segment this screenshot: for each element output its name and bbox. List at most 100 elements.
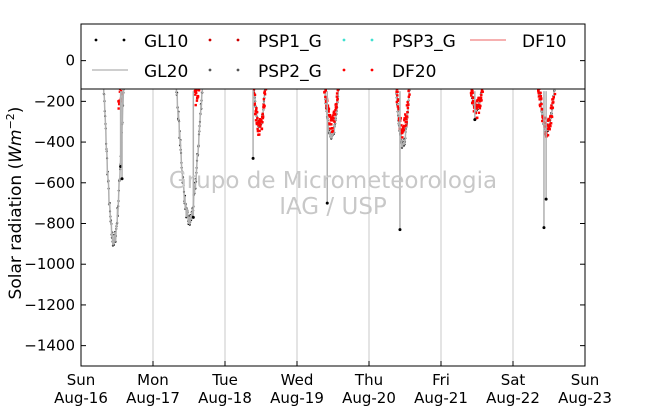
- df20-point: [195, 88, 198, 92]
- y-tick-label: −1200: [24, 296, 75, 314]
- df20-point: [400, 124, 403, 127]
- df20-point: [480, 88, 484, 92]
- df20-point: [261, 121, 264, 124]
- df20-point: [472, 96, 475, 99]
- df20-point: [254, 110, 257, 113]
- df20-point: [543, 132, 547, 136]
- df20-point: [402, 127, 405, 130]
- df20-point: [397, 108, 400, 111]
- df20-point: [404, 113, 407, 116]
- x-tick-label-date: Aug-21: [414, 389, 468, 407]
- df20-point: [253, 102, 256, 105]
- x-tick-label-date: Aug-17: [126, 389, 180, 407]
- df20-point: [255, 110, 259, 114]
- df20-point: [396, 90, 399, 94]
- df20-point: [547, 117, 550, 121]
- df20-point: [263, 90, 267, 93]
- legend-marker: [236, 68, 240, 72]
- legend-marker: [208, 68, 212, 72]
- df20-point: [335, 95, 339, 98]
- df20-point: [548, 123, 552, 126]
- y-axis-label-exponent: −2: [4, 113, 17, 129]
- legend-marker: [370, 68, 374, 72]
- df20-point: [260, 118, 263, 122]
- df20-point: [552, 96, 555, 99]
- df20-point: [257, 124, 261, 127]
- legend-box: [80, 23, 586, 90]
- legend-label: DF20: [392, 62, 437, 82]
- legend-label: PSP1_G: [258, 32, 322, 52]
- df20-point: [334, 108, 337, 112]
- y-axis-label-text: Solar radiation (: [6, 163, 26, 300]
- x-tick-label-day: Sat: [501, 371, 526, 389]
- legend-marker: [122, 38, 126, 42]
- df20-point: [256, 129, 260, 133]
- df20-point: [476, 116, 479, 119]
- legend-label: GL20: [144, 62, 188, 82]
- df20-point: [261, 112, 264, 116]
- df20-point: [469, 91, 473, 95]
- df20-point: [329, 119, 333, 122]
- df20-point: [480, 99, 483, 102]
- legend-label: DF10: [522, 32, 567, 52]
- df20-point: [549, 122, 553, 125]
- df20-point: [537, 90, 540, 93]
- df20-point: [541, 119, 544, 123]
- df20-point: [407, 103, 410, 106]
- legend-marker: [342, 68, 346, 72]
- df20-point: [548, 128, 551, 131]
- legend-label: GL10: [144, 32, 188, 52]
- legend-marker: [208, 38, 212, 42]
- df20-point: [546, 127, 549, 131]
- df20-point: [195, 99, 199, 102]
- df20-point: [327, 107, 331, 111]
- df20-point: [336, 98, 339, 102]
- legend-label: PSP3_G: [392, 32, 456, 52]
- df20-point: [472, 110, 476, 113]
- df20-point: [471, 101, 474, 105]
- gl10-point: [191, 215, 195, 219]
- x-axis: SunAug-16MonAug-17TueAug-18WedAug-19ThuA…: [54, 361, 612, 407]
- x-tick-label-day: Sun: [571, 371, 600, 389]
- x-tick-label-day: Sun: [67, 371, 96, 389]
- x-tick-label-day: Tue: [211, 371, 238, 389]
- df20-point: [195, 91, 198, 95]
- x-tick-label-day: Wed: [281, 371, 314, 389]
- y-axis-label-close: ): [6, 107, 26, 114]
- df20-point: [405, 104, 409, 107]
- df20-point: [407, 89, 410, 93]
- df20-point: [476, 105, 480, 108]
- plot-frame: [80, 23, 586, 367]
- df20-point: [551, 106, 555, 109]
- df20-point: [405, 115, 409, 118]
- x-tick-label-date: Aug-19: [270, 389, 324, 407]
- df20-point: [335, 92, 339, 95]
- legend-marker: [236, 38, 240, 42]
- df20-point: [540, 97, 543, 100]
- df20-point: [324, 89, 327, 92]
- df20-point: [553, 92, 557, 96]
- watermark-line-1: Grupo de Micrometeorologia: [169, 168, 497, 194]
- df20-point: [327, 110, 330, 113]
- df20-point: [537, 92, 540, 95]
- df20-point: [481, 90, 484, 93]
- y-axis-label-unit: Wm: [6, 129, 26, 162]
- df20-point: [331, 119, 335, 122]
- df20-point: [546, 124, 549, 127]
- df20-point: [403, 125, 406, 128]
- gl10-point: [325, 201, 329, 205]
- gl10-point: [544, 197, 548, 201]
- df20-point: [405, 120, 408, 124]
- df20-point: [258, 129, 261, 133]
- df20-point: [254, 112, 257, 116]
- df20-point: [333, 113, 337, 116]
- df20-point: [472, 99, 475, 103]
- df20-point: [255, 106, 258, 110]
- df20-point: [333, 120, 336, 123]
- df20-point: [478, 106, 482, 110]
- df20-point: [551, 98, 555, 101]
- df20-point: [476, 103, 479, 107]
- df20-point: [475, 107, 478, 110]
- x-tick-label-date: Aug-20: [342, 389, 396, 407]
